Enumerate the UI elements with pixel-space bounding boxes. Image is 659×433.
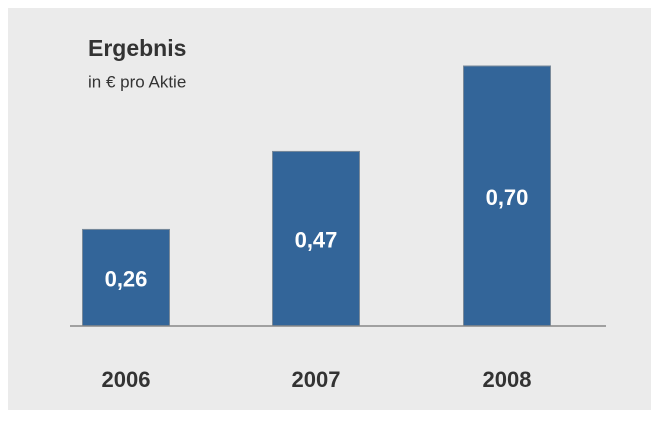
chart-title: Ergebnis xyxy=(88,35,186,61)
data-label: 0,26 xyxy=(105,267,148,292)
x-tick-label: 2008 xyxy=(483,367,532,392)
bar xyxy=(272,150,360,327)
x-tick-label: 2006 xyxy=(102,367,151,392)
bar xyxy=(463,65,551,327)
chart-subtitle: in € pro Aktie xyxy=(88,72,186,91)
data-label: 0,70 xyxy=(486,185,529,210)
bar xyxy=(82,228,170,327)
data-label: 0,47 xyxy=(295,228,338,253)
x-tick-label: 2007 xyxy=(292,367,341,392)
